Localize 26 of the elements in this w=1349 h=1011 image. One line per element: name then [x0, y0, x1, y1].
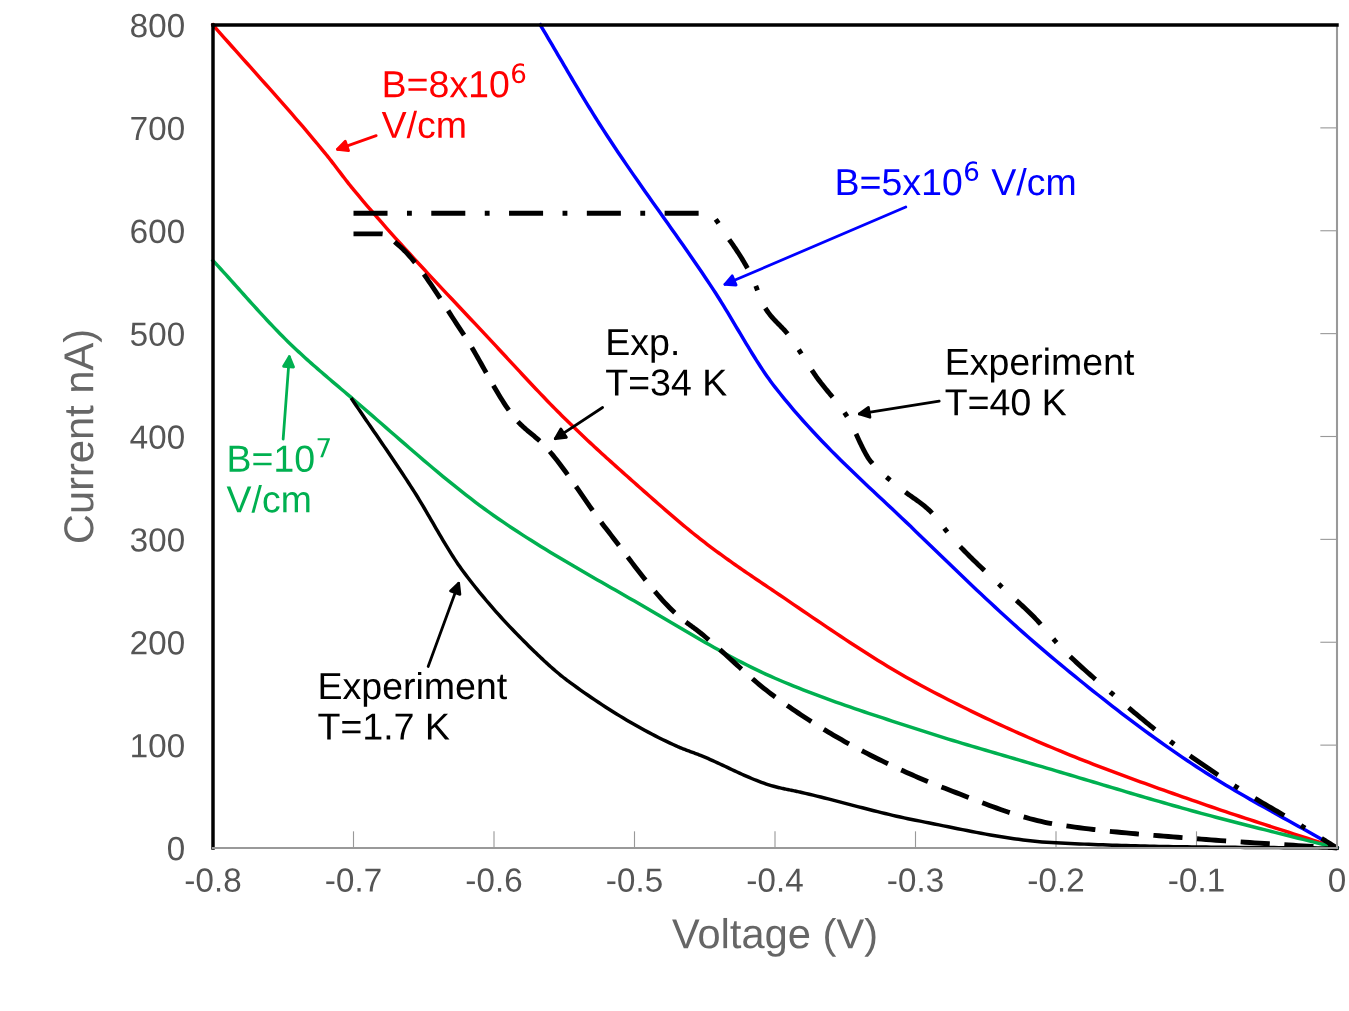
- x-tick-label: -0.1: [1169, 868, 1224, 892]
- y-axis-title: Current nA): [62, 331, 102, 543]
- x-tick-label: -0.8: [185, 868, 241, 892]
- y-tick-label: 600: [131, 219, 184, 244]
- x-tick-label: -0.6: [466, 868, 522, 892]
- y-tick-label: 200: [131, 631, 184, 655]
- y-tick-label: 300: [130, 528, 184, 552]
- text: B=5x10$^{6}$ V/cm: [837, 161, 1075, 196]
- y-tick-label: 0: [167, 836, 184, 861]
- text: B=8x10$^{6}$ V/cm: [381, 63, 526, 139]
- x-axis-title: Voltage (V): [672, 917, 876, 957]
- x-tick-label: 0: [1329, 868, 1345, 892]
- y-tick-label: 700: [131, 116, 184, 141]
- y-tick-label: 100: [132, 733, 184, 758]
- x-tick-label: -0.2: [1028, 868, 1084, 892]
- y-tick-label: 800: [131, 13, 184, 38]
- annotation: Experiment T=40 K: [945, 347, 1135, 416]
- y-tick-label: 500: [130, 322, 184, 347]
- annotation: Exp. T=34 K: [606, 329, 727, 396]
- annotation: Experiment T=1.7 K: [318, 671, 507, 740]
- x-tick-label: -0.3: [888, 868, 943, 892]
- x-tick-label: -0.4: [747, 868, 803, 892]
- legend-label: B=10$^{7}$ V/cm: [226, 438, 330, 513]
- y-tick-label: 400: [130, 425, 184, 449]
- x-tick-label: -0.7: [326, 868, 381, 892]
- x-tick-label: -0.5: [607, 868, 662, 892]
